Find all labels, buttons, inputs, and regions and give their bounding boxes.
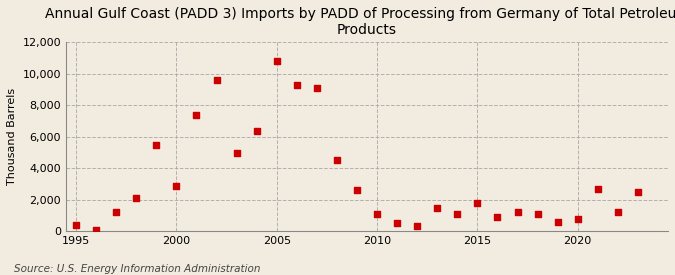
Point (292, 83, 302, 87)
Point (131, 196, 142, 200)
Point (612, 210, 623, 214)
Y-axis label: Thousand Barrels: Thousand Barrels (7, 88, 17, 185)
Text: Source: U.S. Energy Information Administration: Source: U.S. Energy Information Administ… (14, 264, 260, 274)
Point (593, 186, 603, 191)
Point (572, 216, 583, 221)
Point (231, 150, 242, 155)
Point (71, 223, 82, 227)
Point (552, 219, 563, 224)
Point (151, 142, 162, 147)
Title: Annual Gulf Coast (PADD 3) Imports by PADD of Processing from Germany of Total P: Annual Gulf Coast (PADD 3) Imports by PA… (45, 7, 675, 37)
Point (90, 227, 101, 232)
Point (472, 201, 483, 205)
Point (171, 183, 182, 188)
Point (392, 221, 402, 226)
Point (532, 212, 543, 216)
Point (111, 210, 122, 214)
Point (452, 212, 463, 216)
Point (492, 215, 503, 219)
Point (372, 212, 383, 216)
Point (432, 205, 443, 210)
Point (191, 113, 202, 117)
Point (352, 188, 362, 192)
Point (512, 210, 523, 214)
Point (632, 190, 643, 194)
Point (211, 78, 222, 82)
Point (412, 224, 423, 229)
Point (251, 128, 262, 133)
Point (331, 158, 342, 163)
Point (311, 86, 322, 90)
Point (271, 59, 282, 64)
